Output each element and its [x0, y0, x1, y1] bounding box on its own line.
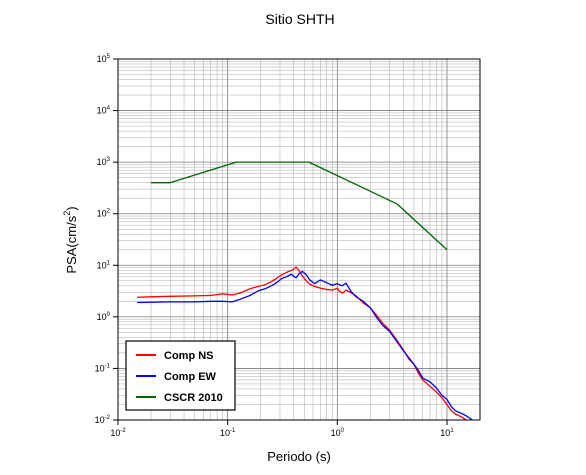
- y-axis-label-end: ): [64, 206, 79, 210]
- y-tick-label: 101: [97, 260, 111, 270]
- legend-label: Comp NS: [164, 350, 214, 362]
- y-tick-label: 104: [97, 106, 111, 116]
- y-axis-label-sup: 2: [62, 211, 72, 216]
- x-axis-ticks: 10-2 10-1 100 101: [110, 420, 454, 438]
- y-tick-label: 100: [97, 312, 111, 322]
- plot-frame: [117, 58, 481, 421]
- x-tick-label: 10-2: [110, 428, 126, 438]
- y-axis-ticks: 10-2 10-1 100 101 102 103 104 105: [95, 54, 118, 425]
- series-line-comp-ew: [137, 270, 473, 421]
- chart-title: Sitio SHTH: [265, 11, 334, 27]
- legend-label: CSCR 2010: [164, 392, 223, 404]
- series-line-cscr-2010: [151, 161, 448, 251]
- y-axis-label: PSA(cm/s2): [62, 206, 79, 273]
- x-tick-label: 100: [331, 428, 345, 438]
- series-line-comp-ns: [137, 266, 467, 421]
- y-tick-label: 10-2: [95, 415, 111, 425]
- x-axis-label: Periodo (s): [267, 449, 331, 464]
- x-tick-label: 101: [440, 428, 454, 438]
- x-tick-label: 10-1: [220, 428, 236, 438]
- series-layer: [137, 161, 473, 421]
- y-tick-label: 105: [97, 54, 111, 64]
- legend: Comp NS Comp EW CSCR 2010: [125, 340, 236, 411]
- y-tick-label: 103: [97, 157, 111, 167]
- y-axis-label-main: PSA(cm/s: [64, 215, 79, 273]
- y-tick-label: 102: [97, 209, 111, 219]
- y-tick-label: 10-1: [95, 363, 111, 373]
- legend-label: Comp EW: [164, 371, 217, 383]
